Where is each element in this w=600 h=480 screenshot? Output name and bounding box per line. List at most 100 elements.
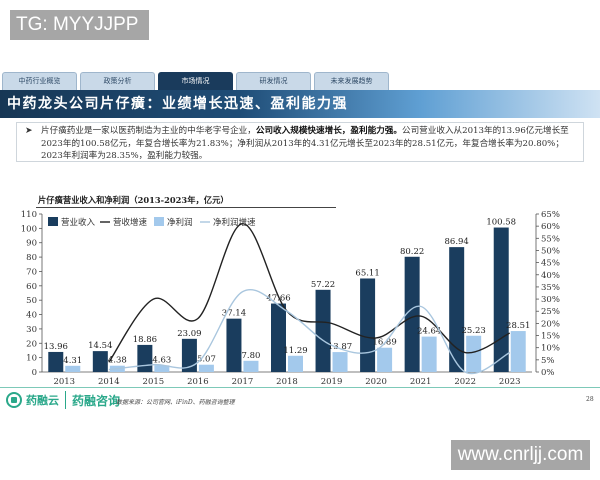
- net-profit-bar: [510, 331, 526, 372]
- tab-policy-analysis[interactable]: 政策分析: [80, 72, 155, 90]
- net-profit-value-label: 24.64: [417, 327, 441, 337]
- site-watermark-badge: www.cnrljj.com: [451, 440, 590, 470]
- legend-label-net-profit: 净利润: [167, 217, 193, 228]
- x-axis-label: 2021: [410, 377, 432, 387]
- x-axis-label: 2022: [454, 377, 476, 387]
- summary-text-bold: 公司收入规模快速增长，盈利能力强。: [255, 126, 402, 136]
- chart-title: 片仔癀营业收入和净利润（2013-2023年，亿元）: [38, 195, 229, 205]
- revenue-profit-chart: 0 10 20 30 40 50 60 70 80 90 100 110 0% 5% 10% 15% 20% 25…: [21, 210, 560, 387]
- left-axis-label: 10: [26, 354, 37, 364]
- revenue-bar: [137, 344, 153, 372]
- left-axis-label: 60: [26, 282, 37, 292]
- right-axis-label: 50%: [541, 246, 560, 256]
- revenue-bar: [48, 351, 64, 372]
- net-profit-value-label: 25.23: [462, 326, 486, 336]
- footer-divider: [0, 387, 600, 388]
- legend-label-revenue: 营业收入: [61, 217, 96, 228]
- net-profit-bar: [154, 365, 170, 372]
- x-axis-label: 2019: [321, 377, 343, 387]
- net-profit-bar: [332, 352, 348, 372]
- revenue-value-label: 86.94: [445, 237, 469, 247]
- revenue-bar: [493, 227, 509, 372]
- data-source-note: 数据来源：公司官网、iFinD、药融咨询整理: [116, 399, 235, 406]
- chart-title-divider: [36, 207, 336, 208]
- revenue-bar: [92, 351, 108, 372]
- right-axis-label: 10%: [541, 344, 560, 354]
- x-axis-label: 2017: [232, 377, 254, 387]
- tab-future-trends[interactable]: 未来发展趋势: [314, 72, 389, 90]
- legend-label-revenue-growth: 营收增速: [113, 217, 148, 228]
- net-profit-bar: [198, 364, 214, 372]
- revenue-value-label: 57.22: [311, 280, 335, 290]
- revenue-value-label: 14.54: [88, 341, 112, 351]
- revenue-value-label: 37.14: [222, 309, 246, 319]
- tab-industry-overview[interactable]: 中药行业概览: [2, 72, 77, 90]
- x-axis-label: 2023: [499, 377, 521, 387]
- legend-swatch-revenue: [48, 217, 58, 226]
- summary-text-part1: 片仔癀药业是一家以医药制造为主业的中华老字号企业，: [41, 126, 256, 136]
- revenue-value-label: 13.96: [44, 342, 68, 352]
- arrow-bullet-icon: ➤: [25, 126, 33, 136]
- page-title: 中药龙头公司片仔癀：业绩增长迅速、盈利能力强: [0, 90, 600, 118]
- x-axis-label: 2013: [53, 377, 75, 387]
- revenue-bar: [181, 338, 197, 372]
- right-axis-label: 40%: [541, 271, 560, 281]
- revenue-value-label: 100.58: [486, 218, 516, 228]
- yaorongyun-logo-icon: [6, 392, 22, 408]
- revenue-value-label: 18.86: [133, 335, 157, 345]
- net-profit-bar: [466, 335, 482, 372]
- net-profit-bar: [243, 360, 259, 372]
- right-axis-label: 45%: [541, 259, 560, 269]
- right-axis-label: 25%: [541, 307, 560, 317]
- revenue-bar: [404, 256, 420, 372]
- legend-swatch-net-profit: [154, 217, 164, 226]
- legend-label-net-profit-growth: 净利润增速: [213, 217, 256, 228]
- footer-logo: 药融云 药融咨询: [6, 391, 120, 409]
- x-axis-label: 2016: [187, 377, 209, 387]
- summary-text-part2: 公司营业收入从2013年的13.96亿元增长至2023年的100.58亿元，年复…: [41, 126, 569, 161]
- telegram-watermark-badge: TG: MYYJJPP: [10, 10, 149, 40]
- left-axis-label: 110: [21, 210, 37, 220]
- logo-name-consulting: 药融咨询: [72, 393, 121, 408]
- net-profit-bar: [377, 347, 393, 372]
- right-axis-label: 0%: [541, 368, 555, 378]
- revenue-value-label: 23.09: [177, 329, 201, 339]
- logo-separator: [65, 391, 66, 409]
- revenue-value-label: 65.11: [355, 268, 379, 278]
- x-axis-label: 2018: [276, 377, 298, 387]
- net-profit-value-label: 4.31: [63, 356, 82, 366]
- net-profit-value-label: 28.51: [506, 321, 530, 331]
- logo-name: 药融云: [26, 394, 59, 407]
- right-axis-label: 5%: [541, 356, 555, 366]
- left-axis-label: 90: [26, 239, 37, 249]
- net-profit-bar: [65, 365, 81, 372]
- section-tabs: 中药行业概览 政策分析 市场情况 研发情况 未来发展趋势: [0, 72, 600, 90]
- net-profit-bar: [288, 355, 303, 372]
- page-number: 28: [586, 396, 594, 403]
- x-axis-label: 2014: [98, 377, 120, 387]
- revenue-bar: [271, 303, 286, 372]
- left-axis-label: 40: [26, 311, 37, 321]
- revenue-bar: [226, 318, 242, 372]
- net-profit-value-label: 7.80: [241, 351, 260, 361]
- revenue-bar: [315, 289, 331, 372]
- tab-rnd-situation[interactable]: 研发情况: [236, 72, 311, 90]
- x-axis-label: 2015: [143, 377, 165, 387]
- tab-market-situation[interactable]: 市场情况: [158, 72, 233, 90]
- right-axis-label: 20%: [541, 319, 560, 329]
- net-profit-value-label: 4.38: [108, 356, 127, 366]
- summary-box: ➤ 片仔癀药业是一家以医药制造为主业的中华老字号企业，公司收入规模快速增长，盈利…: [16, 122, 584, 162]
- revenue-value-label: 80.22: [400, 247, 424, 257]
- left-axis-label: 80: [26, 253, 37, 263]
- left-axis-label: 20: [26, 339, 37, 349]
- x-axis-label: 2020: [365, 377, 387, 387]
- left-axis-label: 30: [26, 325, 37, 335]
- revenue-bar: [360, 278, 376, 372]
- net-profit-bar: [421, 336, 437, 372]
- net-profit-value-label: 11.29: [283, 346, 307, 356]
- right-axis-label: 15%: [541, 332, 560, 342]
- net-profit-value-label: 4.63: [152, 355, 171, 365]
- left-axis-label: 100: [21, 224, 37, 234]
- net-profit-value-label: 13.87: [328, 342, 352, 352]
- left-axis-label: 0: [32, 368, 37, 378]
